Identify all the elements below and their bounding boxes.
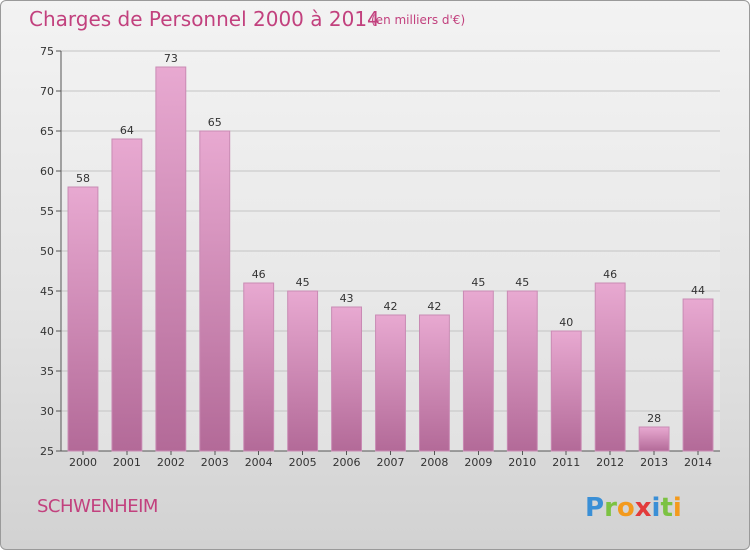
bar — [550, 330, 582, 452]
x-tick-label: 2012 — [596, 456, 624, 469]
x-tick-label: 2000 — [69, 456, 97, 469]
bar-value-label: 46 — [252, 268, 266, 281]
svg-text:Proxiti: Proxiti — [585, 493, 682, 523]
proxiti-logo: Proxiti — [585, 493, 682, 523]
bar — [243, 282, 275, 452]
y-tick-label: 35 — [40, 365, 54, 378]
bar-value-label: 28 — [647, 412, 661, 425]
x-tick-label: 2010 — [508, 456, 536, 469]
x-tick-label: 2008 — [420, 456, 448, 469]
bar — [287, 290, 319, 452]
y-tick-label: 70 — [40, 85, 54, 98]
y-tick-label: 65 — [40, 125, 54, 138]
y-tick-label: 40 — [40, 325, 54, 338]
x-tick-label: 2003 — [201, 456, 229, 469]
bar-value-label: 46 — [603, 268, 617, 281]
x-tick-label: 2011 — [552, 456, 580, 469]
bar-value-label: 45 — [296, 276, 310, 289]
bar-value-label: 43 — [340, 292, 354, 305]
bar-value-label: 65 — [208, 116, 222, 129]
chart-title: Charges de Personnel 2000 à 2014 — [29, 7, 380, 31]
x-tick-label: 2004 — [245, 456, 273, 469]
bar — [155, 66, 187, 452]
bar — [462, 290, 494, 452]
y-tick-label: 60 — [40, 165, 54, 178]
bar — [331, 306, 363, 452]
x-tick-label: 2014 — [684, 456, 712, 469]
y-tick-label: 55 — [40, 205, 54, 218]
bar — [682, 298, 714, 452]
bar-value-label: 44 — [691, 284, 705, 297]
bar — [375, 314, 406, 452]
y-tick-label: 45 — [40, 285, 54, 298]
x-tick-label: 2013 — [640, 456, 668, 469]
chart-unit: (en milliers d'€) — [371, 13, 466, 27]
x-tick-label: 2002 — [157, 456, 185, 469]
x-tick-label: 2007 — [377, 456, 405, 469]
bar — [418, 314, 450, 452]
y-tick-label: 30 — [40, 405, 54, 418]
bar — [506, 290, 538, 452]
x-tick-label: 2001 — [113, 456, 141, 469]
x-tick-label: 2009 — [464, 456, 492, 469]
bar — [199, 130, 231, 452]
x-tick-label: 2006 — [333, 456, 361, 469]
bar — [67, 186, 99, 452]
bar — [638, 426, 670, 452]
commune-name: SCHWENHEIM — [37, 496, 158, 517]
bar-value-label: 42 — [384, 300, 398, 313]
bar-value-label: 58 — [76, 172, 90, 185]
bar-value-label: 42 — [427, 300, 441, 313]
y-tick-label: 25 — [40, 445, 54, 458]
bar — [594, 282, 626, 452]
y-tick-label: 50 — [40, 245, 54, 258]
bar-value-label: 45 — [471, 276, 485, 289]
x-tick-label: 2005 — [289, 456, 317, 469]
bar-value-label: 64 — [120, 124, 134, 137]
bar — [111, 138, 143, 452]
bar-value-label: 45 — [515, 276, 529, 289]
bar-value-label: 40 — [559, 316, 573, 329]
bar-value-label: 73 — [164, 52, 178, 65]
y-tick-label: 75 — [40, 45, 54, 58]
